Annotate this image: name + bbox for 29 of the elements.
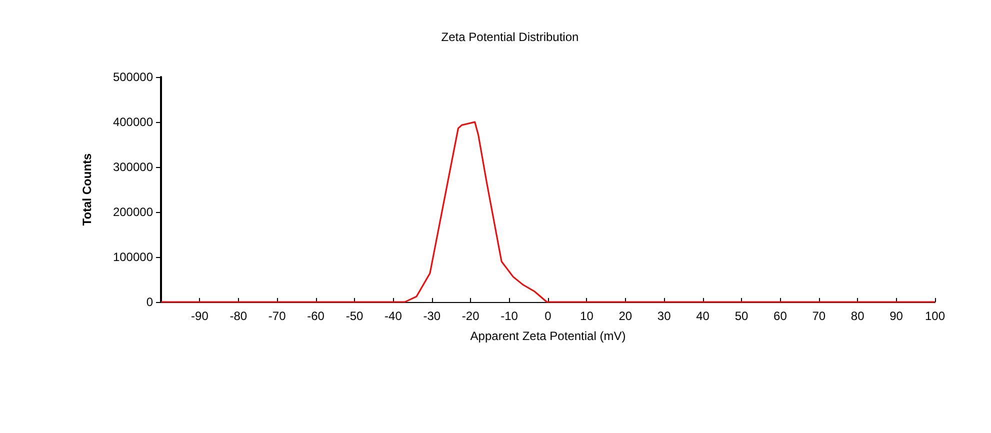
x-tick-label: 60 xyxy=(774,309,788,323)
y-tick-label: 100000 xyxy=(112,250,154,264)
x-tick-label: -90 xyxy=(191,309,209,323)
y-axis-title: Total Counts xyxy=(80,152,94,226)
x-tick-label: -40 xyxy=(384,309,402,323)
x-tick-label: 100 xyxy=(924,309,946,323)
x-tick-label: 70 xyxy=(812,309,826,323)
x-tick-label: -70 xyxy=(268,309,286,323)
x-tick-label: -80 xyxy=(230,309,248,323)
x-tick-label: 90 xyxy=(890,309,904,323)
x-tick-label: 40 xyxy=(696,309,710,323)
x-tick-label: 80 xyxy=(850,309,865,323)
y-tick-label: 400000 xyxy=(112,115,154,129)
x-tick-label: -60 xyxy=(307,309,325,323)
x-tick-label: 20 xyxy=(618,309,632,323)
y-tick-label: 200000 xyxy=(112,205,154,219)
y-tick-label: 300000 xyxy=(112,160,154,174)
x-tick-label: -30 xyxy=(423,309,441,323)
x-tick-label: 30 xyxy=(657,309,672,323)
y-tick-label: 0 xyxy=(146,295,154,309)
x-tick-label: 50 xyxy=(734,309,748,323)
x-tick-label: -10 xyxy=(500,309,518,323)
x-axis-title: Apparent Zeta Potential (mV) xyxy=(470,329,626,343)
x-tick-label: 10 xyxy=(580,309,594,323)
y-tick-label: 500000 xyxy=(112,70,154,84)
x-tick-label: -50 xyxy=(346,309,364,323)
chart-title: Zeta Potential Distribution xyxy=(441,30,579,44)
x-tick-label: -20 xyxy=(462,309,480,323)
x-tick-label: 0 xyxy=(544,309,552,323)
